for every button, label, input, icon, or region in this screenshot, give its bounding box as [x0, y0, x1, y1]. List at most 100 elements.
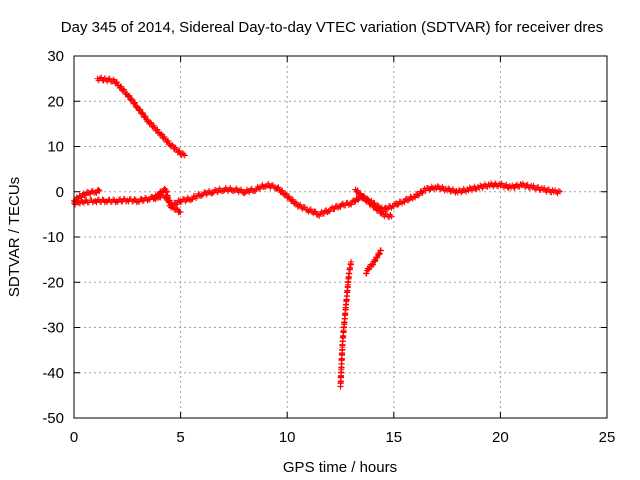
series-main-trace: [71, 180, 564, 219]
data-point: [326, 208, 333, 215]
data-point: [177, 209, 184, 216]
data-point: [131, 99, 138, 106]
data-point: [390, 203, 397, 210]
data-point: [301, 204, 308, 211]
data-point: [361, 194, 368, 201]
data-point: [114, 79, 121, 86]
data-point: [297, 201, 304, 208]
data-point: [426, 187, 433, 194]
data-point: [383, 211, 390, 218]
data-point: [158, 130, 165, 137]
series-high-arc: [94, 74, 188, 159]
data-point: [445, 185, 452, 192]
data-point: [118, 83, 125, 90]
data-point: [136, 106, 143, 113]
data-point: [125, 92, 132, 99]
data-point: [405, 197, 412, 204]
data-point: [142, 113, 149, 120]
y-tick-label: 0: [56, 184, 64, 201]
series-low-arc: [337, 258, 355, 390]
x-tick-label: 0: [70, 429, 78, 446]
data-point: [165, 137, 172, 144]
y-tick-label: 30: [47, 48, 64, 65]
data-point: [372, 203, 379, 210]
data-point: [209, 190, 216, 197]
y-tick-label: -50: [42, 410, 64, 427]
data-points: [71, 74, 564, 390]
axis-ticks: 0 5 10 15 20 25 30 20 10 0 -10 -20 -30 -40 -50: [42, 48, 615, 446]
series-short-arc: [363, 247, 385, 277]
data-point: [394, 202, 401, 209]
data-point: [555, 187, 562, 194]
data-point: [82, 192, 89, 199]
y-tick-label: -30: [42, 320, 64, 337]
chart-title: Day 345 of 2014, Sidereal Day-to-day VTE…: [61, 19, 603, 36]
data-point: [331, 206, 338, 213]
data-point: [154, 126, 161, 133]
data-point: [401, 199, 408, 206]
data-point: [79, 198, 86, 205]
data-point: [78, 194, 85, 201]
data-point: [307, 206, 314, 213]
data-point: [557, 188, 564, 195]
data-point: [364, 197, 371, 204]
y-tick-label: -40: [42, 365, 64, 382]
data-point: [320, 210, 327, 217]
data-point: [182, 198, 189, 205]
data-point: [419, 190, 426, 197]
x-axis-label: GPS time / hours: [283, 459, 397, 476]
data-point: [375, 205, 382, 212]
data-point: [156, 192, 163, 199]
x-tick-label: 20: [492, 429, 509, 446]
data-point: [170, 203, 177, 210]
data-point: [412, 194, 419, 201]
data-point: [152, 196, 159, 203]
data-point: [279, 187, 286, 194]
data-point: [366, 266, 373, 273]
data-point: [370, 261, 377, 268]
data-point: [85, 189, 92, 196]
data-point: [71, 198, 78, 205]
y-axis-label: SDTVAR / TECUs: [6, 177, 23, 297]
data-point: [173, 205, 180, 212]
data-point: [180, 151, 187, 158]
data-point: [176, 147, 183, 154]
data-point: [256, 186, 263, 193]
data-point: [159, 189, 166, 196]
data-point: [348, 201, 355, 208]
data-point: [269, 182, 276, 189]
data-point: [378, 247, 385, 254]
data-point: [147, 119, 154, 126]
data-point: [388, 213, 395, 220]
data-point: [379, 208, 386, 215]
data-point: [434, 183, 441, 190]
data-point: [95, 186, 102, 193]
data-point: [198, 192, 205, 199]
data-point: [415, 192, 422, 199]
data-point: [106, 75, 113, 82]
data-point: [376, 250, 383, 257]
data-point: [348, 258, 355, 265]
series-gap-branch: [352, 186, 395, 221]
data-point: [181, 152, 188, 159]
data-point: [351, 199, 358, 206]
y-tick-label: -20: [42, 274, 64, 291]
data-point: [168, 141, 175, 148]
x-tick-label: 25: [599, 429, 616, 446]
data-point: [82, 198, 89, 205]
data-point: [368, 199, 375, 206]
data-point: [139, 198, 146, 205]
data-point: [371, 258, 378, 265]
data-point: [535, 184, 542, 191]
data-point: [286, 193, 293, 200]
data-point: [363, 270, 370, 277]
x-tick-label: 10: [279, 429, 296, 446]
series-mid-branch: [152, 185, 184, 216]
y-tick-label: -10: [42, 229, 64, 246]
data-point: [374, 254, 381, 261]
data-point: [376, 251, 383, 258]
data-point: [352, 198, 359, 205]
data-point: [282, 190, 289, 197]
data-point: [275, 184, 282, 191]
